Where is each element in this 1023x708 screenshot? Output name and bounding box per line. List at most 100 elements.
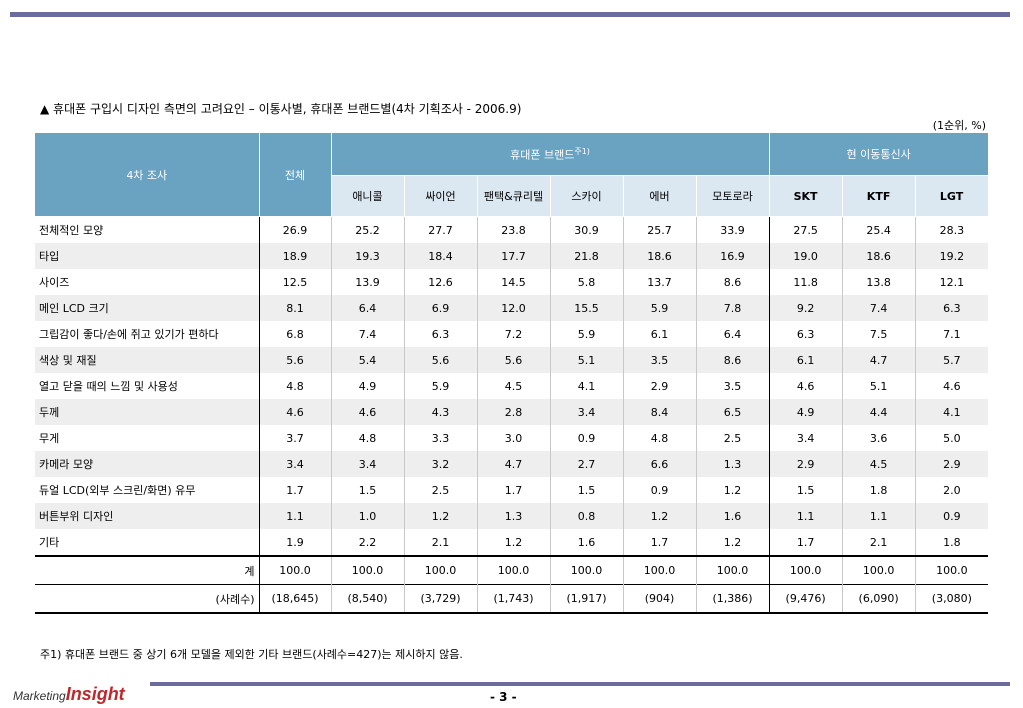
table-cell: (6,090)	[841, 584, 916, 614]
table-cell: 5.6	[403, 347, 477, 373]
table-cell: 6.4	[330, 295, 404, 321]
table-cell: 3.5	[622, 347, 696, 373]
table-cell: 5.9	[622, 295, 696, 321]
table-cell: 1.2	[695, 529, 770, 556]
table-cell: 6.9	[403, 295, 477, 321]
table-cell: 5.4	[330, 347, 404, 373]
unit-label: (1순위, %)	[932, 119, 986, 132]
header-carrier: LGT	[914, 175, 989, 217]
table-cell: 1.8	[914, 529, 989, 556]
table-cell: 1.9	[258, 529, 331, 556]
row-label: (사례수)	[35, 584, 259, 614]
table-cell: 5.9	[403, 373, 477, 399]
table-cell: 100.0	[403, 555, 477, 585]
table-cell: 12.1	[914, 269, 989, 295]
table-cell: 2.5	[695, 425, 770, 451]
table-cell: 1.0	[330, 503, 404, 529]
table-row: 무게 3.7 4.8 3.3 3.0 0.9 4.8 2.5 3.4 3.6 5.0	[35, 425, 989, 451]
table-cell: 13.8	[841, 269, 916, 295]
table-cell: 28.3	[914, 216, 989, 243]
header-brand: 애니콜	[330, 175, 405, 217]
table-cell: (1,386)	[695, 584, 770, 614]
table-cell: 19.0	[768, 243, 843, 269]
table-cell: (8,540)	[330, 584, 404, 614]
header-brand: 스카이	[549, 175, 624, 217]
table-cell: 19.3	[330, 243, 404, 269]
logo-insight-text: Insight	[65, 684, 125, 704]
table-row: 카메라 모양 3.4 3.4 3.2 4.7 2.7 6.6 1.3 2.9 4.5 2.9	[35, 451, 989, 477]
table-cell: 0.9	[549, 425, 623, 451]
table-cell: 12.0	[476, 295, 550, 321]
table-cell: 4.7	[841, 347, 916, 373]
table-cell: 1.2	[403, 503, 477, 529]
table-cell: 100.0	[330, 555, 404, 585]
header-brand-group: 휴대폰 브랜드주1)	[331, 133, 770, 176]
table-cell: 4.3	[403, 399, 477, 425]
table-cell: 1.7	[768, 529, 843, 556]
row-label: 타입	[35, 243, 259, 269]
table-cell: 4.5	[476, 373, 550, 399]
table-cell: 7.2	[476, 321, 550, 347]
table-cell: (3,080)	[914, 584, 989, 614]
table-cell: 4.6	[768, 373, 843, 399]
table-cell: 5.6	[476, 347, 550, 373]
row-label: 듀얼 LCD(외부 스크린/화면) 유무	[39, 484, 196, 497]
table-row: 열고 닫을 때의 느낌 및 사용성 4.8 4.9 5.9 4.5 4.1 2.9 3.5 4.…	[35, 373, 989, 399]
table-cell: 3.4	[330, 451, 404, 477]
row-label: 계	[35, 555, 259, 585]
table-cell: 16.9	[695, 243, 770, 269]
table-cell: 6.4	[695, 321, 770, 347]
table-cell: 21.8	[549, 243, 623, 269]
row-label: 전체적인 모양	[39, 224, 104, 237]
table-cell: 3.5	[695, 373, 770, 399]
table-cell: 4.5	[841, 451, 916, 477]
table-cell: 5.0	[914, 425, 989, 451]
table-cell: 12.5	[258, 269, 331, 295]
table-cell: 1.2	[476, 529, 550, 556]
table-cell: 100.0	[549, 555, 623, 585]
table-cell: 6.6	[622, 451, 696, 477]
table-cell: 15.5	[549, 295, 623, 321]
header-brand: 모토로라	[695, 175, 770, 217]
table-cell: 8.4	[622, 399, 696, 425]
table-cell: 2.7	[549, 451, 623, 477]
table-cell: 1.6	[695, 503, 770, 529]
table-row: 사이즈 12.5 13.9 12.6 14.5 5.8 13.7 8.6 11.8 13.8 12.…	[35, 269, 989, 295]
table-cell: 18.9	[258, 243, 331, 269]
table-cell: 100.0	[258, 555, 331, 585]
header-total: 전체	[259, 133, 332, 217]
table-row: 기타 1.9 2.2 2.1 1.2 1.6 1.7 1.2 1.7 2.1 1.8	[35, 529, 989, 556]
table-cell: 1.1	[841, 503, 916, 529]
table-row: 전체적인 모양 26.9 25.2 27.7 23.8 30.9 25.7 33.9 27.5 2…	[35, 216, 989, 243]
table-cell: 100.0	[768, 555, 843, 585]
table-cell: 5.1	[841, 373, 916, 399]
table-cell: 23.8	[476, 216, 550, 243]
table-cell: 3.0	[476, 425, 550, 451]
table-cell: 4.6	[914, 373, 989, 399]
table-cell: 9.2	[768, 295, 843, 321]
row-label: 색상 및 재질	[35, 347, 259, 373]
table-cell: 2.5	[403, 477, 477, 503]
table-cell: 100.0	[476, 555, 550, 585]
table-row: 메인 LCD 크기 8.1 6.4 6.9 12.0 15.5 5.9 7.8 9.2 7.4 6.…	[35, 295, 989, 321]
survey-table: 4차 조사 전체 휴대폰 브랜드주1) 현 이동통신사 애니콜 싸이언 팬택&큐…	[35, 133, 989, 614]
table-cell: 3.7	[258, 425, 331, 451]
table-cell: 17.7	[476, 243, 550, 269]
table-cell: 19.2	[914, 243, 989, 269]
table-cell: 0.8	[549, 503, 623, 529]
footnote: 주1) 휴대폰 브랜드 중 상기 6개 모델을 제외한 기타 브랜드(사례수=4…	[40, 648, 463, 661]
table-cell: 11.8	[768, 269, 843, 295]
table-cell: (18,645)	[258, 584, 331, 614]
table-cell: 3.2	[403, 451, 477, 477]
table-cell: 4.6	[330, 399, 404, 425]
table-row: 색상 및 재질 5.6 5.4 5.6 5.6 5.1 3.5 8.6 6.1 4.7 5.7	[35, 347, 989, 373]
table-cell: 1.8	[841, 477, 916, 503]
table-cell: 2.1	[841, 529, 916, 556]
table-cell: 30.9	[549, 216, 623, 243]
table-cell: 4.4	[841, 399, 916, 425]
header-brand: 싸이언	[403, 175, 478, 217]
header-carrier-group: 현 이동통신사	[769, 133, 989, 176]
table-cell: 1.1	[258, 503, 331, 529]
table-cell: 12.6	[403, 269, 477, 295]
top-divider-bar	[10, 12, 1010, 17]
